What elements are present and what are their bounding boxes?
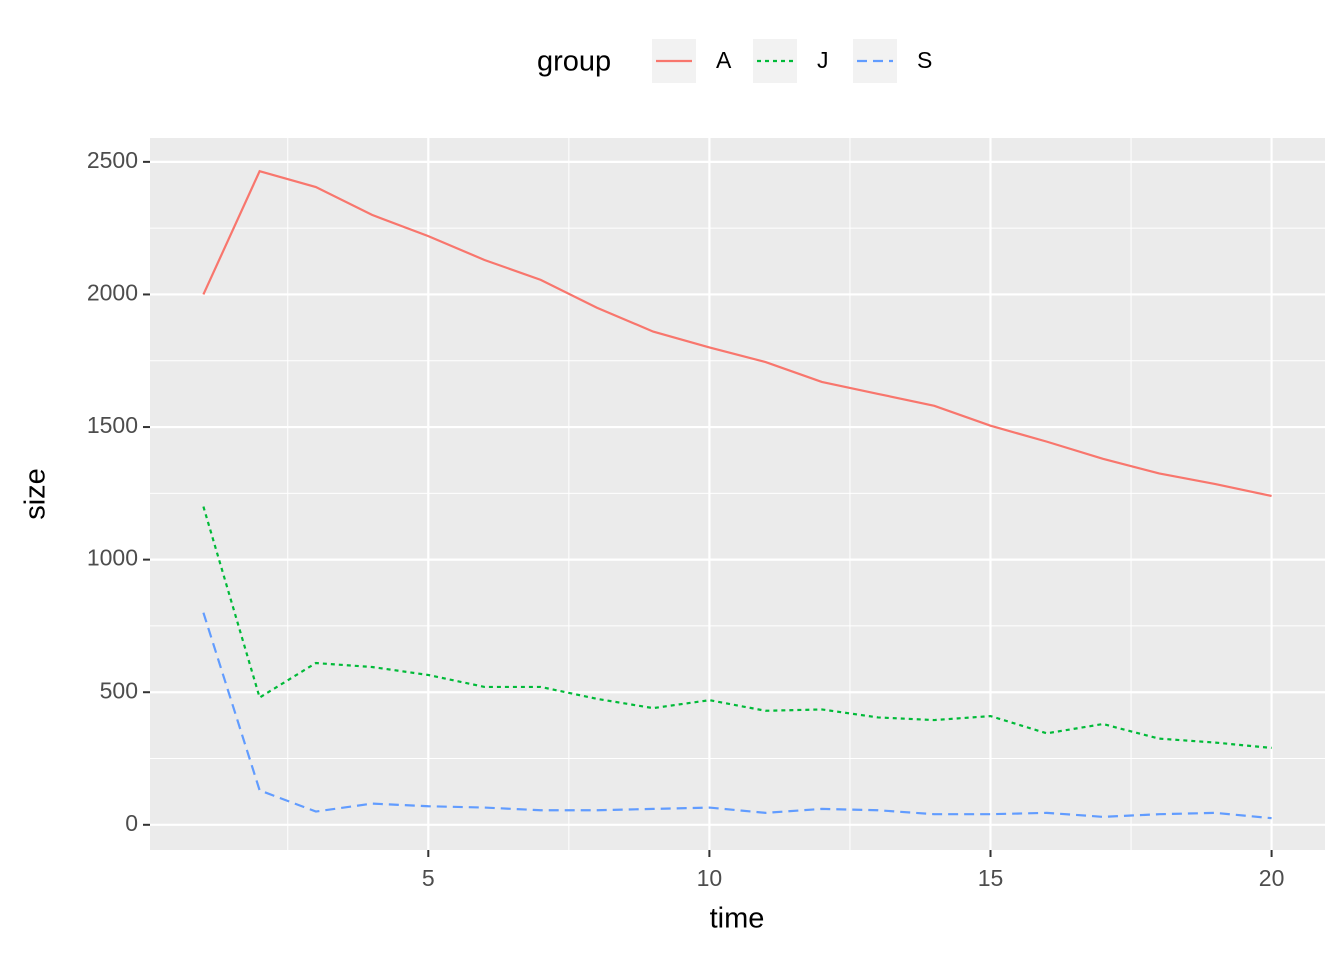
grid (150, 138, 1325, 850)
x-tick-label: 20 (1259, 865, 1285, 891)
series-line (202, 169, 1272, 498)
x-tick-label: 10 (697, 865, 723, 891)
x-tick-label: 15 (978, 865, 1004, 891)
y-axis-title: size (20, 468, 52, 520)
legend-label: A (716, 47, 732, 73)
y-tick-label: 2500 (87, 147, 138, 173)
x-tick-label: 5 (422, 865, 435, 891)
series-line (202, 506, 1272, 750)
y-tick-label: 500 (100, 677, 138, 703)
x-axis-title: time (710, 903, 765, 935)
lines (202, 169, 1272, 820)
legend-title: group (537, 46, 611, 78)
panel (150, 138, 1325, 850)
series-line (202, 612, 1272, 820)
y-tick-label: 2000 (87, 280, 138, 306)
legend-label: S (917, 47, 932, 73)
y-tick-label: 1000 (87, 545, 138, 571)
y-tick-label: 1500 (87, 412, 138, 438)
y-tick-label: 0 (125, 810, 138, 836)
legend-label: J (817, 47, 829, 73)
